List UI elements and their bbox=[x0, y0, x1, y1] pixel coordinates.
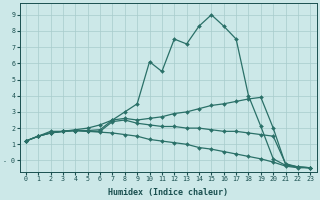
X-axis label: Humidex (Indice chaleur): Humidex (Indice chaleur) bbox=[108, 188, 228, 197]
